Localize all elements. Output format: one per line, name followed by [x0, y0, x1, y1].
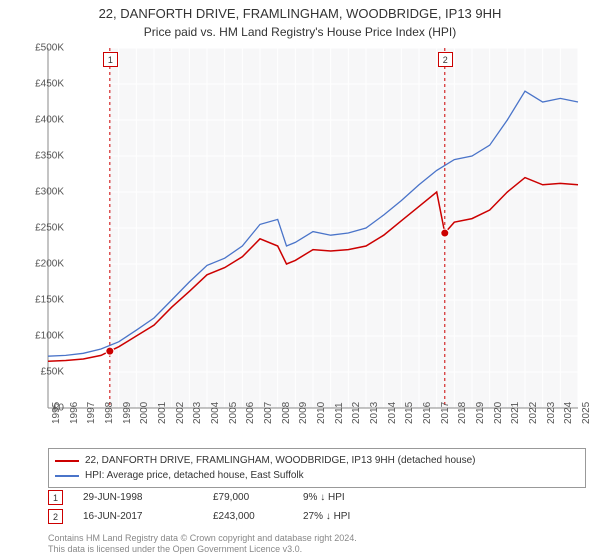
x-tick-label: 1998	[104, 402, 115, 424]
legend-swatch	[55, 460, 79, 462]
legend-label: HPI: Average price, detached house, East…	[85, 468, 304, 483]
x-tick-label: 2024	[563, 402, 574, 424]
x-tick-label: 2023	[546, 402, 557, 424]
chart-title: 22, DANFORTH DRIVE, FRAMLINGHAM, WOODBRI…	[0, 0, 600, 23]
legend: 22, DANFORTH DRIVE, FRAMLINGHAM, WOODBRI…	[48, 448, 586, 488]
y-tick-label: £400K	[35, 115, 64, 126]
event-date: 16-JUN-2017	[83, 511, 193, 522]
y-tick-label: £250K	[35, 223, 64, 234]
event-pct: 27% ↓ HPI	[303, 511, 393, 522]
x-tick-label: 2006	[245, 402, 256, 424]
y-tick-label: £50K	[41, 367, 64, 378]
chart-annotation-marker: 2	[438, 52, 453, 67]
x-tick-label: 2009	[298, 402, 309, 424]
x-tick-label: 2014	[387, 402, 398, 424]
event-row: 2 16-JUN-2017 £243,000 27% ↓ HPI	[48, 509, 393, 524]
event-price: £79,000	[213, 492, 283, 503]
x-tick-label: 2018	[457, 402, 468, 424]
x-tick-label: 2022	[528, 402, 539, 424]
x-tick-label: 1995	[51, 402, 62, 424]
x-tick-label: 2020	[493, 402, 504, 424]
event-date: 29-JUN-1998	[83, 492, 193, 503]
x-tick-label: 2005	[228, 402, 239, 424]
x-tick-label: 2012	[351, 402, 362, 424]
y-tick-label: £300K	[35, 187, 64, 198]
y-tick-label: £350K	[35, 151, 64, 162]
y-tick-label: £150K	[35, 295, 64, 306]
footer-line: This data is licensed under the Open Gov…	[48, 544, 357, 556]
x-tick-label: 2017	[440, 402, 451, 424]
x-tick-label: 2001	[157, 402, 168, 424]
x-tick-label: 2015	[404, 402, 415, 424]
legend-swatch	[55, 475, 79, 477]
x-tick-label: 2021	[510, 402, 521, 424]
chart-annotation-marker: 1	[103, 52, 118, 67]
event-marker-2: 2	[48, 509, 63, 524]
events-table: 1 29-JUN-1998 £79,000 9% ↓ HPI 2 16-JUN-…	[48, 490, 393, 528]
event-row: 1 29-JUN-1998 £79,000 9% ↓ HPI	[48, 490, 393, 505]
legend-item: 22, DANFORTH DRIVE, FRAMLINGHAM, WOODBRI…	[55, 453, 579, 468]
y-tick-label: £450K	[35, 79, 64, 90]
x-tick-label: 2019	[475, 402, 486, 424]
x-tick-label: 1997	[86, 402, 97, 424]
x-tick-label: 1996	[69, 402, 80, 424]
x-tick-label: 2010	[316, 402, 327, 424]
x-tick-label: 2013	[369, 402, 380, 424]
x-tick-label: 1999	[122, 402, 133, 424]
plot-svg	[48, 48, 578, 408]
x-tick-label: 2002	[175, 402, 186, 424]
legend-label: 22, DANFORTH DRIVE, FRAMLINGHAM, WOODBRI…	[85, 453, 475, 468]
event-pct: 9% ↓ HPI	[303, 492, 393, 503]
x-tick-label: 2003	[192, 402, 203, 424]
y-tick-label: £500K	[35, 43, 64, 54]
chart-subtitle: Price paid vs. HM Land Registry's House …	[0, 25, 600, 39]
y-tick-label: £200K	[35, 259, 64, 270]
x-tick-label: 2025	[581, 402, 592, 424]
x-tick-label: 2011	[334, 402, 345, 424]
x-tick-label: 2000	[139, 402, 150, 424]
legend-item: HPI: Average price, detached house, East…	[55, 468, 579, 483]
y-tick-label: £100K	[35, 331, 64, 342]
event-marker-1: 1	[48, 490, 63, 505]
chart-area	[48, 48, 578, 408]
x-tick-label: 2007	[263, 402, 274, 424]
footer: Contains HM Land Registry data © Crown c…	[48, 533, 357, 556]
x-tick-label: 2016	[422, 402, 433, 424]
footer-line: Contains HM Land Registry data © Crown c…	[48, 533, 357, 545]
x-tick-label: 2008	[281, 402, 292, 424]
event-price: £243,000	[213, 511, 283, 522]
x-tick-label: 2004	[210, 402, 221, 424]
